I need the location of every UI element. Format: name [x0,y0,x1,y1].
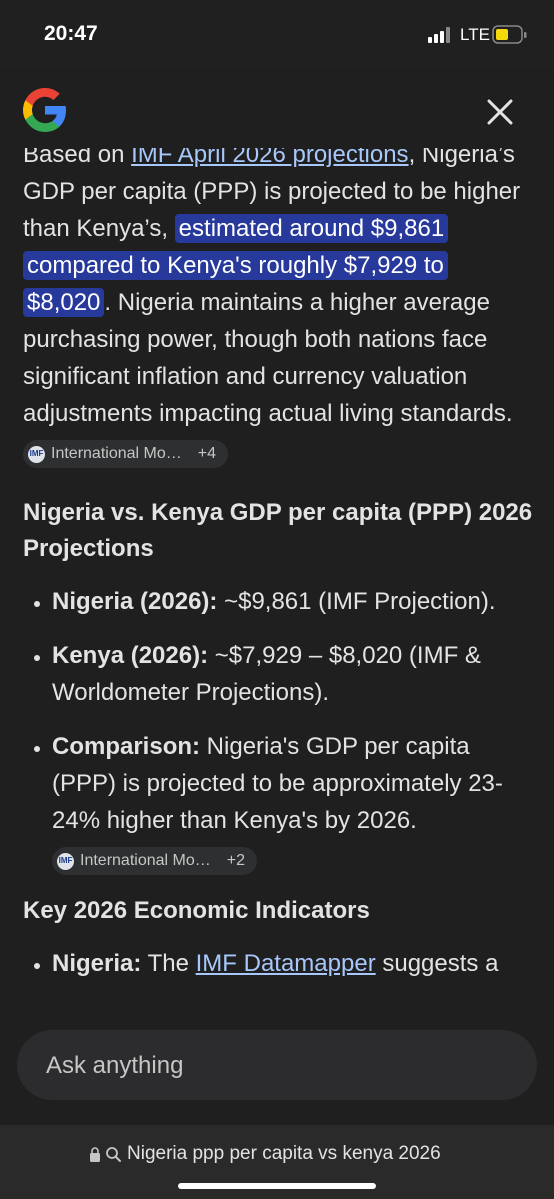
status-bar: 20:47 LTE [0,0,554,68]
url: Nigeria ppp per capita vs kenya 2026 [127,1143,441,1164]
bullet-list: Nigeria: The IMF Datamapper suggests a [23,945,534,982]
link[interactable]: IMF April 2026 projections [131,148,409,168]
source-icon: IMF [57,852,74,870]
header [0,68,554,148]
google-logo [23,88,66,132]
text: The [141,950,196,977]
bullet: Nigeria: The IMF Datamapper suggests a [52,945,534,982]
answer: Based on IMF April 2026 projections, Nig… [0,148,554,1020]
bullet: Nigeria (2026): ~$9,861 (IMF Projection)… [52,583,534,620]
source-name: International Mo… [51,445,182,462]
ask-input[interactable]: Ask anything [17,1030,537,1100]
text: ~$7,929 – $8,020 (IMF & Worldometer Proj… [52,642,481,706]
text: Nigeria’s GDP per capita (PPP) is projec… [23,148,521,242]
intro-paragraph: Based on IMF April 2026 projections, Nig… [23,148,534,469]
source-icon: IMF [28,445,45,463]
network: LTE [460,25,490,44]
url-bar[interactable]: Nigeria ppp per capita vs kenya 2026 [0,1125,554,1199]
text: , [408,148,416,168]
lock-search-icons [90,1147,121,1162]
bullet-list: Nigeria (2026): ~$9,861 (IMF Projection)… [23,583,534,876]
close-button[interactable] [486,98,514,126]
link[interactable]: IMF Datamapper [195,950,376,977]
label: Nigeria: [52,950,142,977]
text: . Nigeria maintains a higher average pur… [23,289,513,427]
source-chip[interactable]: IMF International Mo… +4 [23,440,228,468]
signal-icon [428,27,450,43]
bullet: Comparison: Nigeria's GDP per capita (PP… [52,728,534,876]
label: Nigeria (2026): [52,588,218,615]
time: 20:47 [44,22,98,45]
heading: Nigeria vs. Kenya GDP per capita (PPP) 2… [23,499,533,562]
source-more: +2 [226,852,245,869]
battery-icon [492,25,527,44]
label: Comparison: [52,733,201,760]
heading: Key 2026 Economic Indicators [23,897,370,924]
home-indicator [178,1183,376,1189]
text: ~$9,861 (IMF Projection). [217,588,496,615]
source-name: International Mo… [80,852,211,869]
label: Kenya (2026): [52,642,209,669]
placeholder: Ask anything [46,1052,184,1079]
text: Nigeria's GDP per capita (PPP) is projec… [52,733,503,834]
bullet: Kenya (2026): ~$7,929 – $8,020 (IMF & Wo… [52,637,534,711]
text: Based on [23,148,132,168]
text: suggests a [375,950,499,977]
source-more: +4 [197,445,216,462]
source-chip[interactable]: IMF International Mo… +2 [52,847,257,875]
